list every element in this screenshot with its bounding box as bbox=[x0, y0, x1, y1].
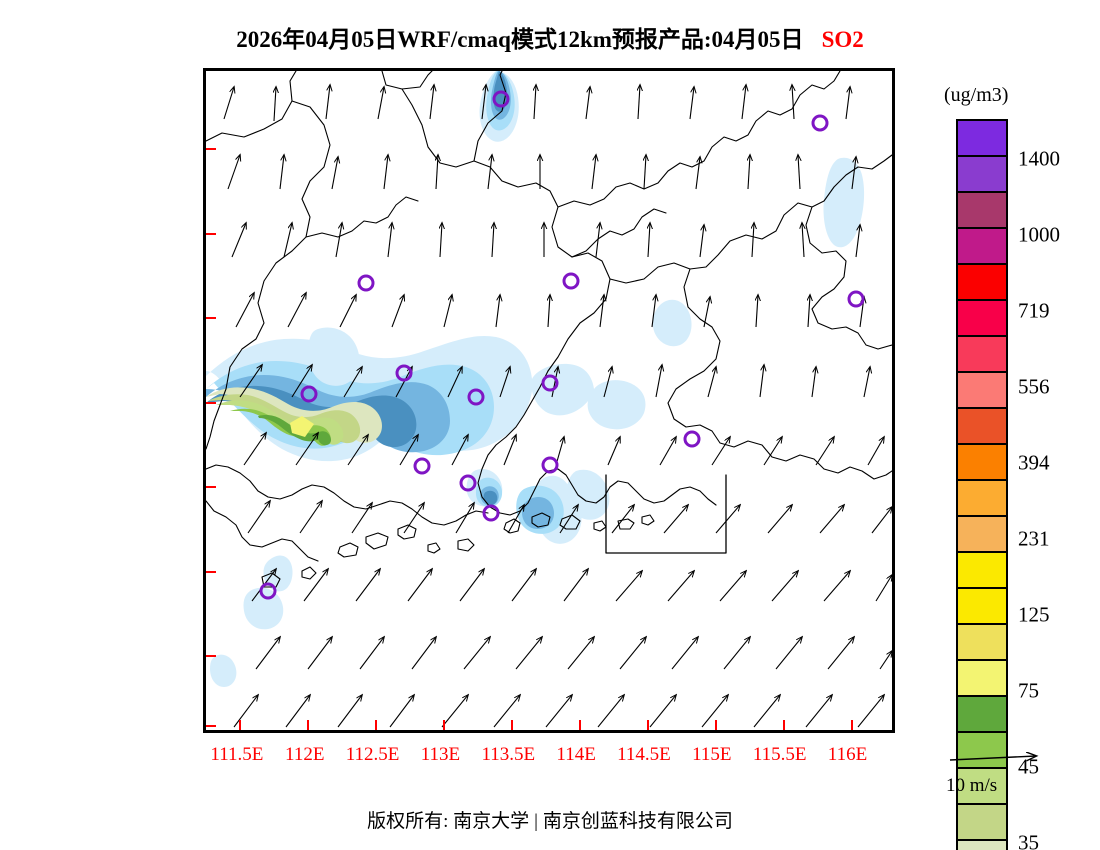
colorbar-swatch-18 bbox=[958, 769, 1006, 805]
lon-tick-111.5E: 111.5E bbox=[210, 744, 264, 765]
colorbar-swatch-7 bbox=[958, 373, 1006, 409]
station-markers[interactable] bbox=[259, 90, 865, 600]
colorbar-swatch-16 bbox=[958, 697, 1006, 733]
contour-nw-5 bbox=[307, 327, 360, 386]
contour-dg-25 bbox=[522, 497, 554, 529]
lon-tick-116E: 116E bbox=[827, 744, 868, 765]
lon-tick-114.5E: 114.5E bbox=[617, 744, 671, 765]
axis-ticks bbox=[206, 148, 853, 730]
lon-tick-113E: 113E bbox=[420, 744, 461, 765]
station-marker bbox=[395, 364, 413, 382]
contour-sw3-5 bbox=[210, 654, 237, 687]
coastline bbox=[206, 370, 727, 588]
lon-tick-112E: 112E bbox=[285, 744, 325, 765]
colorbar-swatch-1 bbox=[958, 157, 1006, 193]
lon-tick-114E: 114E bbox=[556, 744, 596, 765]
station-marker bbox=[459, 474, 477, 492]
footer-separator: | bbox=[534, 811, 538, 832]
wind-scale-label: 10 m/s bbox=[946, 775, 998, 796]
contour-zhuhai-25-dark bbox=[483, 490, 498, 506]
colorbar-swatch-15 bbox=[958, 661, 1006, 697]
colorbar-tick-394: 394 bbox=[1018, 450, 1050, 475]
colorbar-swatch-11 bbox=[958, 517, 1006, 553]
hong-kong-boundary bbox=[605, 474, 727, 554]
colorbar-swatch-20 bbox=[958, 841, 1006, 850]
colorbar-swatch-19 bbox=[958, 805, 1006, 841]
contour-band-45-dark bbox=[230, 408, 331, 446]
colorbar-swatch-4 bbox=[958, 265, 1006, 301]
colorbar-swatch-10 bbox=[958, 481, 1006, 517]
colorbar-swatch-13 bbox=[958, 589, 1006, 625]
colorbar-swatch-5 bbox=[958, 301, 1006, 337]
contour-sw2-5 bbox=[243, 587, 284, 630]
lon-tick-112.5E: 112.5E bbox=[345, 744, 400, 765]
lon-tick-113.5E: 113.5E bbox=[481, 744, 536, 765]
page-title: 2026年04月05日WRF/cmaq模式12km预报产品:04月05日 SO2 bbox=[0, 20, 1100, 54]
concentration-contours bbox=[206, 71, 865, 687]
colorbar-tick-1000: 1000 bbox=[1018, 222, 1060, 247]
contour-ne-5 bbox=[652, 299, 692, 347]
colorbar-tick-35: 35 bbox=[1018, 830, 1039, 850]
lon-tick-115.5E: 115.5E bbox=[752, 744, 807, 765]
station-marker bbox=[683, 430, 701, 448]
title-species-label: SO2 bbox=[821, 27, 864, 52]
station-marker bbox=[562, 272, 580, 290]
station-marker bbox=[541, 374, 559, 392]
colorbar-swatch-6 bbox=[958, 337, 1006, 373]
colorbar-tick-1400: 1400 bbox=[1018, 146, 1060, 171]
station-marker bbox=[847, 290, 865, 308]
colorbar-swatch-9 bbox=[958, 445, 1006, 481]
colorbar-legend[interactable]: (ug/m3) 14001000719556394231125754535251… bbox=[938, 84, 1100, 850]
station-marker bbox=[541, 456, 559, 474]
colorbar-units-label: (ug/m3) bbox=[944, 84, 1009, 106]
contour-east-5 bbox=[823, 157, 865, 248]
wind-scale-arrow-icon bbox=[949, 748, 1050, 768]
station-marker bbox=[259, 582, 277, 600]
title-main-text: 2026年04月05日WRF/cmaq模式12km预报产品:04月05日 bbox=[236, 27, 804, 52]
wind-vectors bbox=[223, 85, 892, 728]
colorbar-swatch-stack bbox=[956, 119, 1008, 850]
colorbar-swatch-12 bbox=[958, 553, 1006, 589]
map-plot-area bbox=[206, 71, 892, 730]
wind-scale-legend: 10 m/s bbox=[940, 748, 1090, 797]
colorbar-tick-75: 75 bbox=[1018, 678, 1039, 703]
colorbar-swatch-3 bbox=[958, 229, 1006, 265]
contour-band-125-core bbox=[290, 416, 314, 437]
colorbar-swatch-2 bbox=[958, 193, 1006, 229]
station-marker bbox=[413, 457, 431, 475]
colorbar-tick-719: 719 bbox=[1018, 298, 1050, 323]
station-marker bbox=[492, 90, 510, 108]
colorbar-tick-556: 556 bbox=[1018, 374, 1050, 399]
station-marker bbox=[467, 388, 485, 406]
station-marker bbox=[811, 114, 829, 132]
colorbar-tick-125: 125 bbox=[1018, 602, 1050, 627]
colorbar-swatch-8 bbox=[958, 409, 1006, 445]
map-canvas[interactable] bbox=[203, 68, 895, 733]
station-marker bbox=[482, 504, 500, 522]
station-marker bbox=[357, 274, 375, 292]
contour-sw-5 bbox=[263, 555, 293, 592]
colorbar-swatch-0 bbox=[958, 121, 1006, 157]
footer-company-text: 南京创蓝科技有限公司 bbox=[542, 811, 733, 832]
administrative-boundaries bbox=[206, 71, 892, 480]
colorbar-swatch-14 bbox=[958, 625, 1006, 661]
colorbar-tick-231: 231 bbox=[1018, 526, 1050, 551]
colorbar-swatch-17 bbox=[958, 733, 1006, 769]
footer-copyright: 版权所有: 南京大学 | 南京创蓝科技有限公司 bbox=[0, 806, 1100, 833]
lon-tick-115E: 115E bbox=[692, 744, 732, 765]
footer-copyright-text: 版权所有: 南京大学 bbox=[367, 811, 530, 832]
station-marker bbox=[300, 385, 318, 403]
